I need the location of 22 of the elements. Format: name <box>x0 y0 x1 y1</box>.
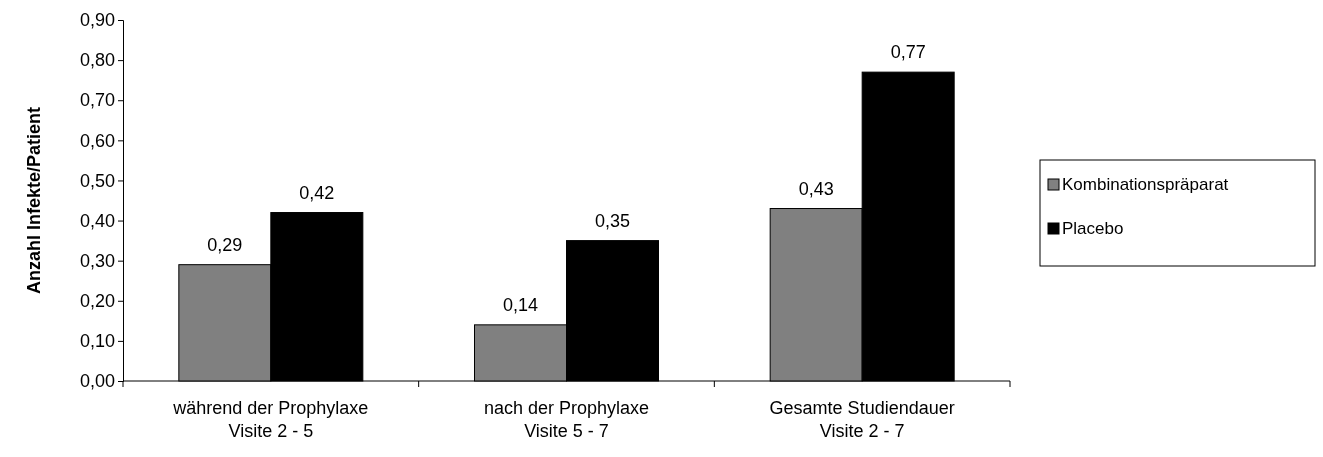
x-tick-label: Gesamte Studiendauer Visite 2 - 7 <box>769 398 955 441</box>
data-label: 0,77 <box>890 42 926 63</box>
y-tick-label: 0,80 <box>79 50 115 71</box>
y-tick-label: 0,20 <box>79 291 115 312</box>
data-label: 0,42 <box>299 182 335 203</box>
data-label: 0,35 <box>594 210 631 231</box>
y-tick-label: 0,60 <box>79 130 115 151</box>
y-tick-label: 0,90 <box>79 10 115 31</box>
legend-label: Kombinationspräparat <box>1062 175 1229 194</box>
legend-label: Placebo <box>1062 219 1124 238</box>
y-tick-label: 0,50 <box>79 170 115 191</box>
y-tick-label: 0,40 <box>79 210 115 231</box>
data-label: 0,14 <box>502 294 539 315</box>
x-tick-label: während der Prophylaxe Visite 2 - 5 <box>172 398 369 441</box>
y-tick-label: 0,10 <box>79 331 115 352</box>
x-tick-label: nach der Prophylaxe Visite 5 - 7 <box>483 398 650 441</box>
data-label: 0,43 <box>798 178 834 199</box>
y-tick-label: 0,00 <box>79 371 115 392</box>
y-axis-title: Anzahl Infekte/Patient <box>24 106 44 295</box>
y-tick-label: 0,30 <box>79 250 115 271</box>
data-label: 0,29 <box>207 234 243 255</box>
y-tick-label: 0,70 <box>79 90 115 111</box>
